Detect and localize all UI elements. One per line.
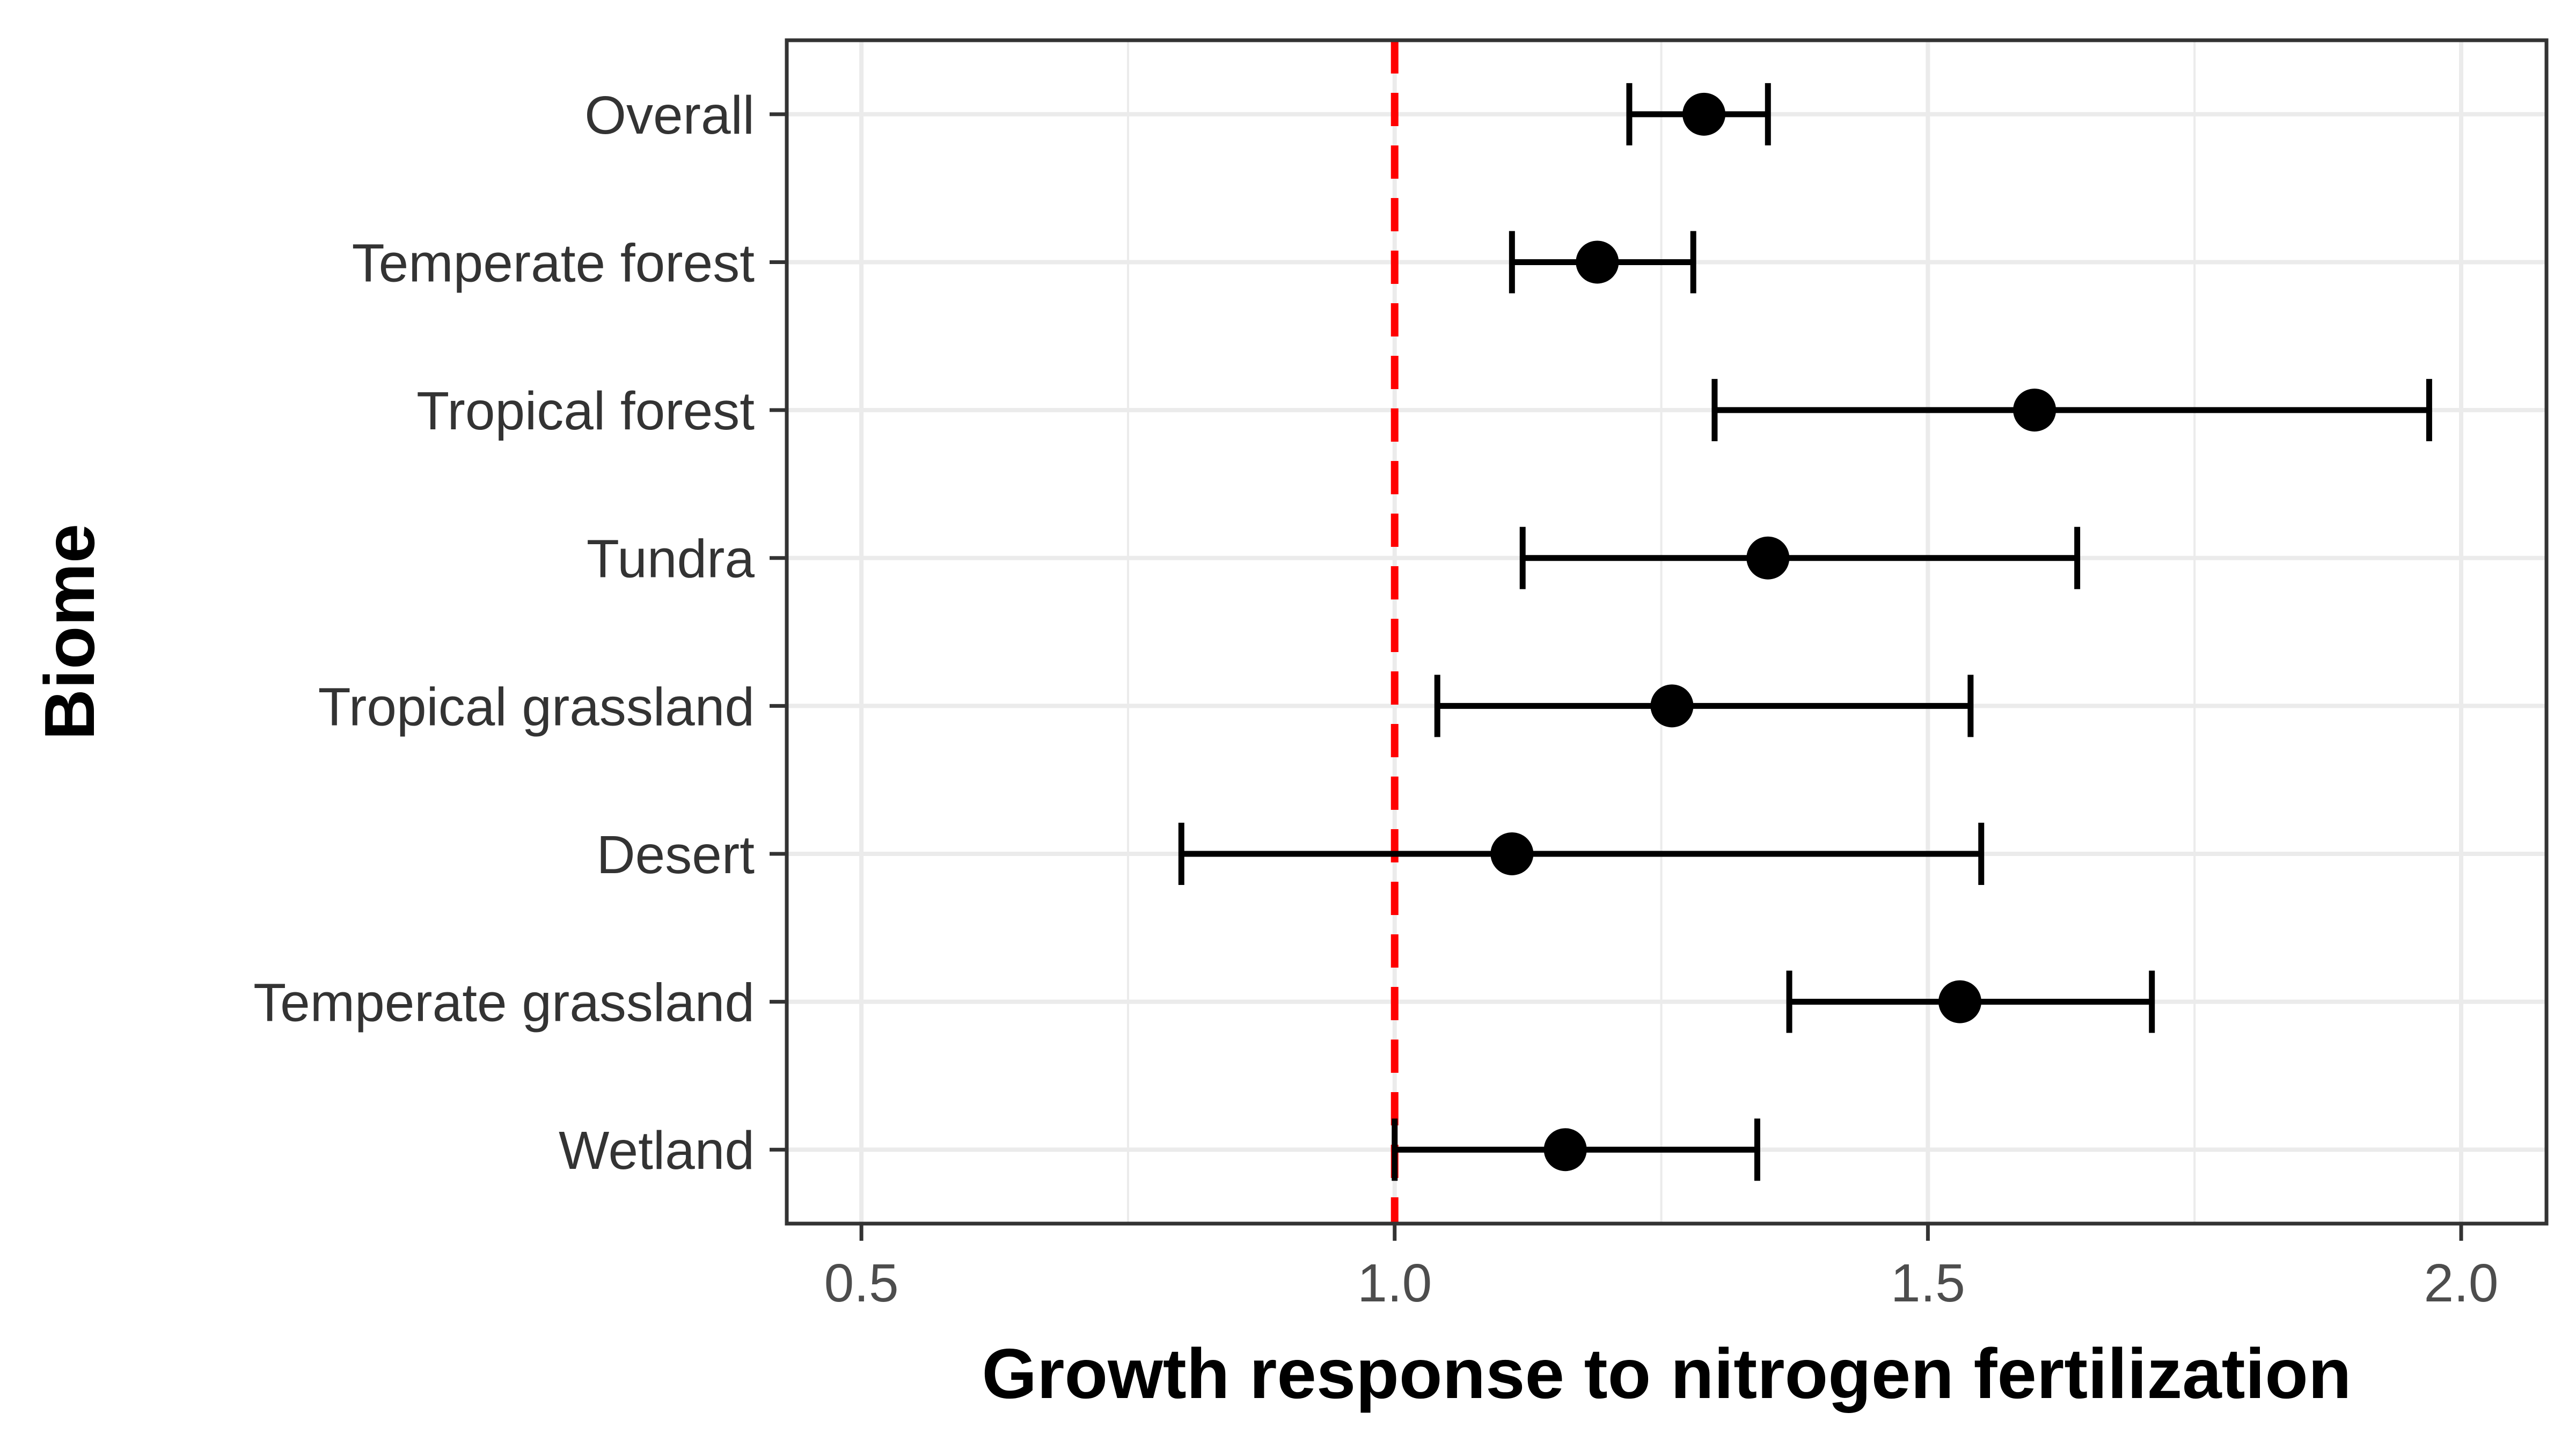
- x-axis-title: Growth response to nitrogen fertilizatio…: [982, 1334, 2351, 1413]
- x-tick-label: 2.0: [2424, 1253, 2499, 1313]
- y-axis: Overall Temperate forest Tropical forest Tu…: [253, 85, 787, 1181]
- y-category-label: Desert: [596, 825, 755, 885]
- x-tick-label: 1.0: [1357, 1253, 1432, 1313]
- y-category-label: Tropical forest: [416, 381, 755, 441]
- data-point: [1576, 240, 1619, 284]
- panel-background: [787, 40, 2546, 1224]
- data-point: [2013, 389, 2057, 432]
- x-tick-label: 1.5: [1891, 1253, 1965, 1313]
- marks-layer: [1178, 83, 2432, 1181]
- data-point: [1682, 92, 1726, 136]
- y-category-label: Wetland: [559, 1121, 755, 1181]
- data-point: [1543, 1128, 1587, 1172]
- data-point: [1746, 536, 1790, 580]
- y-category-label: Overall: [584, 85, 755, 145]
- x-axis: 0.5 1.0 1.5 2.0: [824, 1224, 2499, 1313]
- y-category-label: Tundra: [587, 529, 755, 589]
- data-point: [1490, 832, 1534, 875]
- panel-border: [785, 38, 2549, 1226]
- y-axis-title: Biome: [30, 524, 109, 740]
- y-category-label: Temperate grassland: [253, 973, 755, 1033]
- x-tick-label: 0.5: [824, 1253, 899, 1313]
- y-category-label: Tropical grassland: [318, 677, 755, 737]
- data-point: [1650, 684, 1694, 728]
- y-category-label: Temperate forest: [352, 233, 755, 293]
- grid-layer: [787, 40, 2546, 1224]
- data-point: [1938, 980, 1981, 1023]
